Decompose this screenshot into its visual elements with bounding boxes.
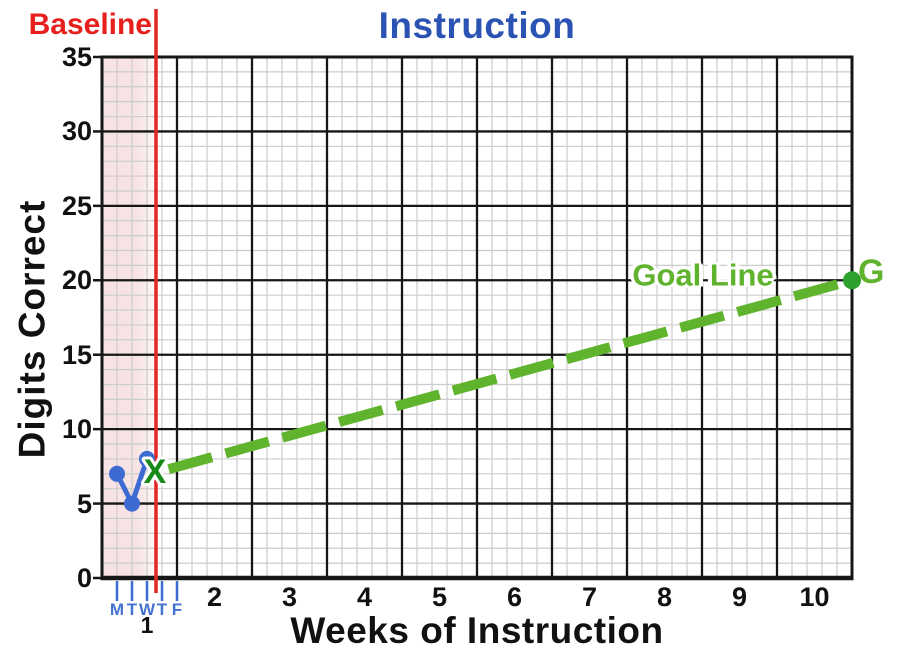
baseline-phase-label: Baseline — [28, 8, 152, 41]
goal-line — [157, 275, 854, 477]
x-axis-title: Weeks of Instruction — [290, 610, 664, 651]
x-week-label: 9 — [731, 582, 748, 612]
y-tick-label: 25 — [61, 190, 92, 221]
x-day-label: M — [109, 600, 125, 619]
x-week-label: 5 — [431, 582, 448, 612]
y-tick-label: 15 — [61, 339, 92, 370]
goal-endpoint-dot — [843, 271, 861, 290]
baseline-data-point — [139, 450, 155, 467]
baseline-data-point — [124, 495, 140, 512]
x-week-label: 6 — [506, 582, 523, 612]
goal-line-label: Goal Line — [632, 257, 774, 293]
x-day-label: W — [138, 600, 156, 619]
major-grid — [102, 57, 852, 578]
minor-grid — [102, 57, 852, 578]
x-week-label: 10 — [799, 582, 830, 612]
y-tick-marks — [93, 55, 101, 580]
x-week-label: 7 — [581, 582, 598, 612]
y-tick-label: 20 — [61, 265, 92, 296]
y-tick-label: 5 — [76, 488, 92, 519]
x-week1-label: 1 — [140, 612, 154, 638]
x-week-label: 4 — [356, 582, 373, 612]
day-tick-marks — [115, 581, 179, 601]
x-day-label: T — [156, 600, 168, 619]
y-tick-label: 10 — [61, 414, 92, 445]
goal-start-x-marker: X — [144, 453, 167, 491]
baseline-data-point — [109, 465, 125, 482]
chart-title: Instruction — [378, 5, 576, 46]
x-week-label: 3 — [281, 582, 298, 612]
y-tick-label: 35 — [61, 42, 92, 72]
goal-end-label: G — [858, 253, 885, 292]
y-tick-label: 30 — [61, 116, 92, 147]
x-week-label: 2 — [206, 582, 223, 612]
y-tick-label: 0 — [76, 563, 92, 593]
x-day-label: F — [171, 600, 183, 619]
x-day-label: T — [126, 600, 138, 619]
x-week-label: 8 — [656, 582, 673, 612]
